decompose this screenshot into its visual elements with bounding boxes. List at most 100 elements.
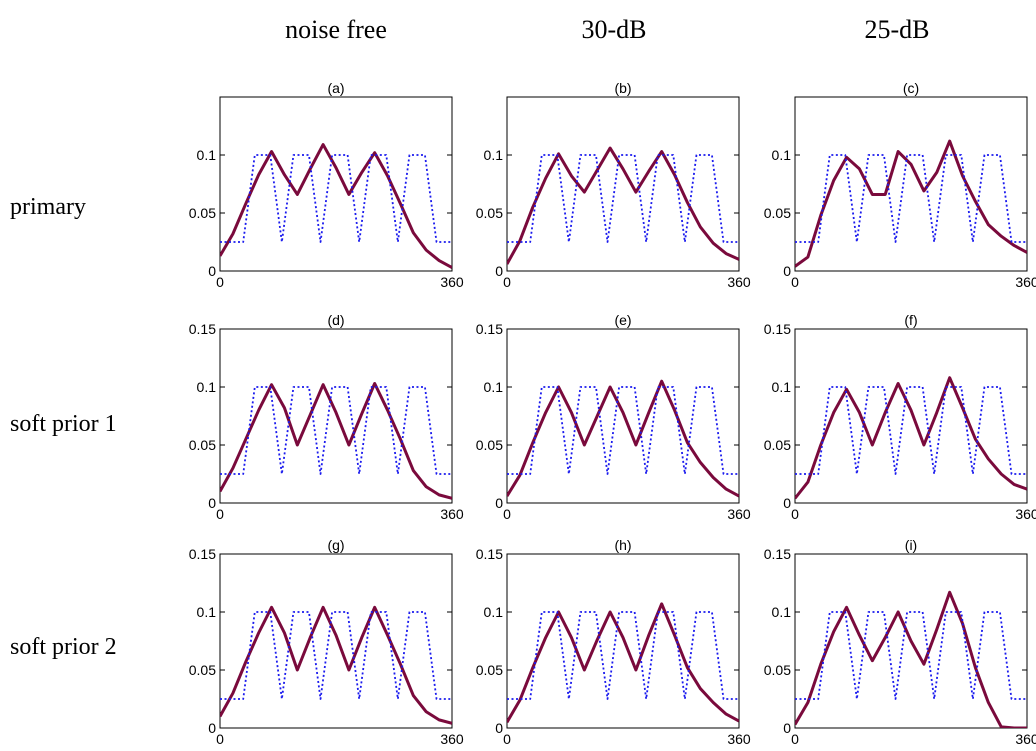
y-tick-label: 0.05 — [189, 662, 216, 678]
true-profile-line — [507, 154, 739, 243]
panel-g: (g) 0 0.05 0.1 0.15 0 360 — [189, 537, 464, 747]
true-profile-line — [507, 386, 739, 475]
x-tick-label: 0 — [216, 506, 224, 522]
true-profile-line — [795, 154, 1027, 243]
panel-a: (a) 0 0.05 0.1 0 360 — [189, 80, 464, 290]
reconstruction-line — [507, 146, 739, 265]
y-tick-label: 0 — [783, 720, 791, 736]
panel-title: (e) — [614, 312, 631, 328]
row-headers: primary soft prior 1 soft prior 2 — [10, 194, 117, 660]
y-tick-label: 0.1 — [772, 147, 792, 163]
y-tick-label: 0 — [208, 263, 216, 279]
reconstruction-line — [220, 143, 452, 269]
column-header-30db: 30-dB — [582, 15, 647, 44]
x-tick-label: 360 — [440, 506, 464, 522]
y-tick-label: 0.1 — [772, 379, 792, 395]
plot-frame — [794, 96, 1028, 272]
y-tick-label: 0 — [495, 720, 503, 736]
x-tick-label: 0 — [216, 731, 224, 747]
x-tick-label: 0 — [791, 274, 799, 290]
true-profile-line — [220, 154, 452, 243]
y-tick-label: 0.05 — [764, 662, 791, 678]
y-tick-label: 0.1 — [484, 147, 504, 163]
reconstruction-line — [795, 139, 1027, 268]
y-tick-label: 0.1 — [772, 604, 792, 620]
panels: (a) 0 0.05 0.1 0 360 (b) 0 0.05 0.1 0 360 (c) 0 0.05 0.… — [189, 80, 1036, 747]
y-tick-label: 0.1 — [484, 379, 504, 395]
panel-title: (f) — [904, 312, 917, 328]
panel-title: (b) — [614, 80, 631, 96]
panel-title: (h) — [614, 537, 631, 553]
panel-e: (e) 0 0.05 0.1 0.15 0 360 — [476, 312, 751, 522]
x-tick-label: 0 — [791, 731, 799, 747]
x-tick-label: 0 — [503, 274, 511, 290]
x-tick-label: 360 — [440, 731, 464, 747]
x-tick-label: 360 — [727, 731, 751, 747]
plot-frame — [506, 96, 740, 272]
x-tick-label: 0 — [791, 506, 799, 522]
y-tick-label: 0 — [495, 263, 503, 279]
true-profile-line — [220, 386, 452, 475]
y-tick-label: 0.15 — [189, 546, 216, 562]
panel-title: (g) — [327, 537, 344, 553]
y-tick-label: 0.1 — [197, 379, 217, 395]
panel-c: (c) 0 0.05 0.1 0 360 — [764, 80, 1036, 290]
panel-b: (b) 0 0.05 0.1 0 360 — [476, 80, 751, 290]
y-tick-label: 0.15 — [764, 546, 791, 562]
true-profile-line — [795, 386, 1027, 475]
x-tick-label: 0 — [503, 731, 511, 747]
panel-d: (d) 0 0.05 0.1 0.15 0 360 — [189, 312, 464, 522]
y-tick-label: 0.1 — [484, 604, 504, 620]
reconstruction-line — [795, 376, 1027, 500]
column-header-25db: 25-dB — [865, 15, 930, 44]
reconstruction-line — [220, 382, 452, 500]
x-tick-label: 360 — [1015, 731, 1036, 747]
reconstruction-line — [507, 602, 739, 723]
x-tick-label: 360 — [440, 274, 464, 290]
reconstruction-line — [795, 590, 1027, 728]
plot-frame — [794, 328, 1028, 504]
true-profile-line — [220, 611, 452, 700]
true-profile-line — [507, 611, 739, 700]
y-tick-label: 0.05 — [764, 205, 791, 221]
y-tick-label: 0.15 — [476, 546, 503, 562]
y-tick-label: 0.05 — [476, 205, 503, 221]
panel-title: (a) — [327, 80, 344, 96]
y-tick-label: 0.05 — [189, 437, 216, 453]
panel-title: (c) — [903, 80, 919, 96]
row-header-soft-prior-2: soft prior 2 — [10, 634, 117, 660]
reconstruction-line — [507, 379, 739, 498]
y-tick-label: 0.05 — [476, 437, 503, 453]
panel-f: (f) 0 0.05 0.1 0.15 0 360 — [764, 312, 1036, 522]
panel-h: (h) 0 0.05 0.1 0.15 0 360 — [476, 537, 751, 747]
row-header-soft-prior-1: soft prior 1 — [10, 411, 117, 437]
x-tick-label: 0 — [503, 506, 511, 522]
y-tick-label: 0.1 — [197, 604, 217, 620]
x-tick-label: 360 — [727, 274, 751, 290]
y-tick-label: 0 — [783, 495, 791, 511]
column-headers: noise free 30-dB 25-dB — [285, 15, 929, 44]
x-tick-label: 360 — [1015, 274, 1036, 290]
y-tick-label: 0.05 — [189, 205, 216, 221]
panel-title: (d) — [327, 312, 344, 328]
y-tick-label: 0.15 — [476, 321, 503, 337]
x-tick-label: 0 — [216, 274, 224, 290]
reconstruction-line — [220, 605, 452, 725]
plot-frame — [219, 553, 453, 729]
y-tick-label: 0 — [208, 495, 216, 511]
y-tick-label: 0.1 — [197, 147, 217, 163]
y-tick-label: 0.15 — [189, 321, 216, 337]
y-tick-label: 0.05 — [764, 437, 791, 453]
row-header-primary: primary — [10, 194, 86, 220]
panel-title: (i) — [905, 537, 917, 553]
y-tick-label: 0 — [783, 263, 791, 279]
y-tick-label: 0 — [208, 720, 216, 736]
plot-frame — [219, 96, 453, 272]
x-tick-label: 360 — [727, 506, 751, 522]
column-header-noise-free: noise free — [285, 15, 387, 44]
panel-i: (i) 0 0.05 0.1 0.15 0 360 — [764, 537, 1036, 747]
true-profile-line — [795, 611, 1027, 700]
y-tick-label: 0.15 — [764, 321, 791, 337]
y-tick-label: 0.05 — [476, 662, 503, 678]
